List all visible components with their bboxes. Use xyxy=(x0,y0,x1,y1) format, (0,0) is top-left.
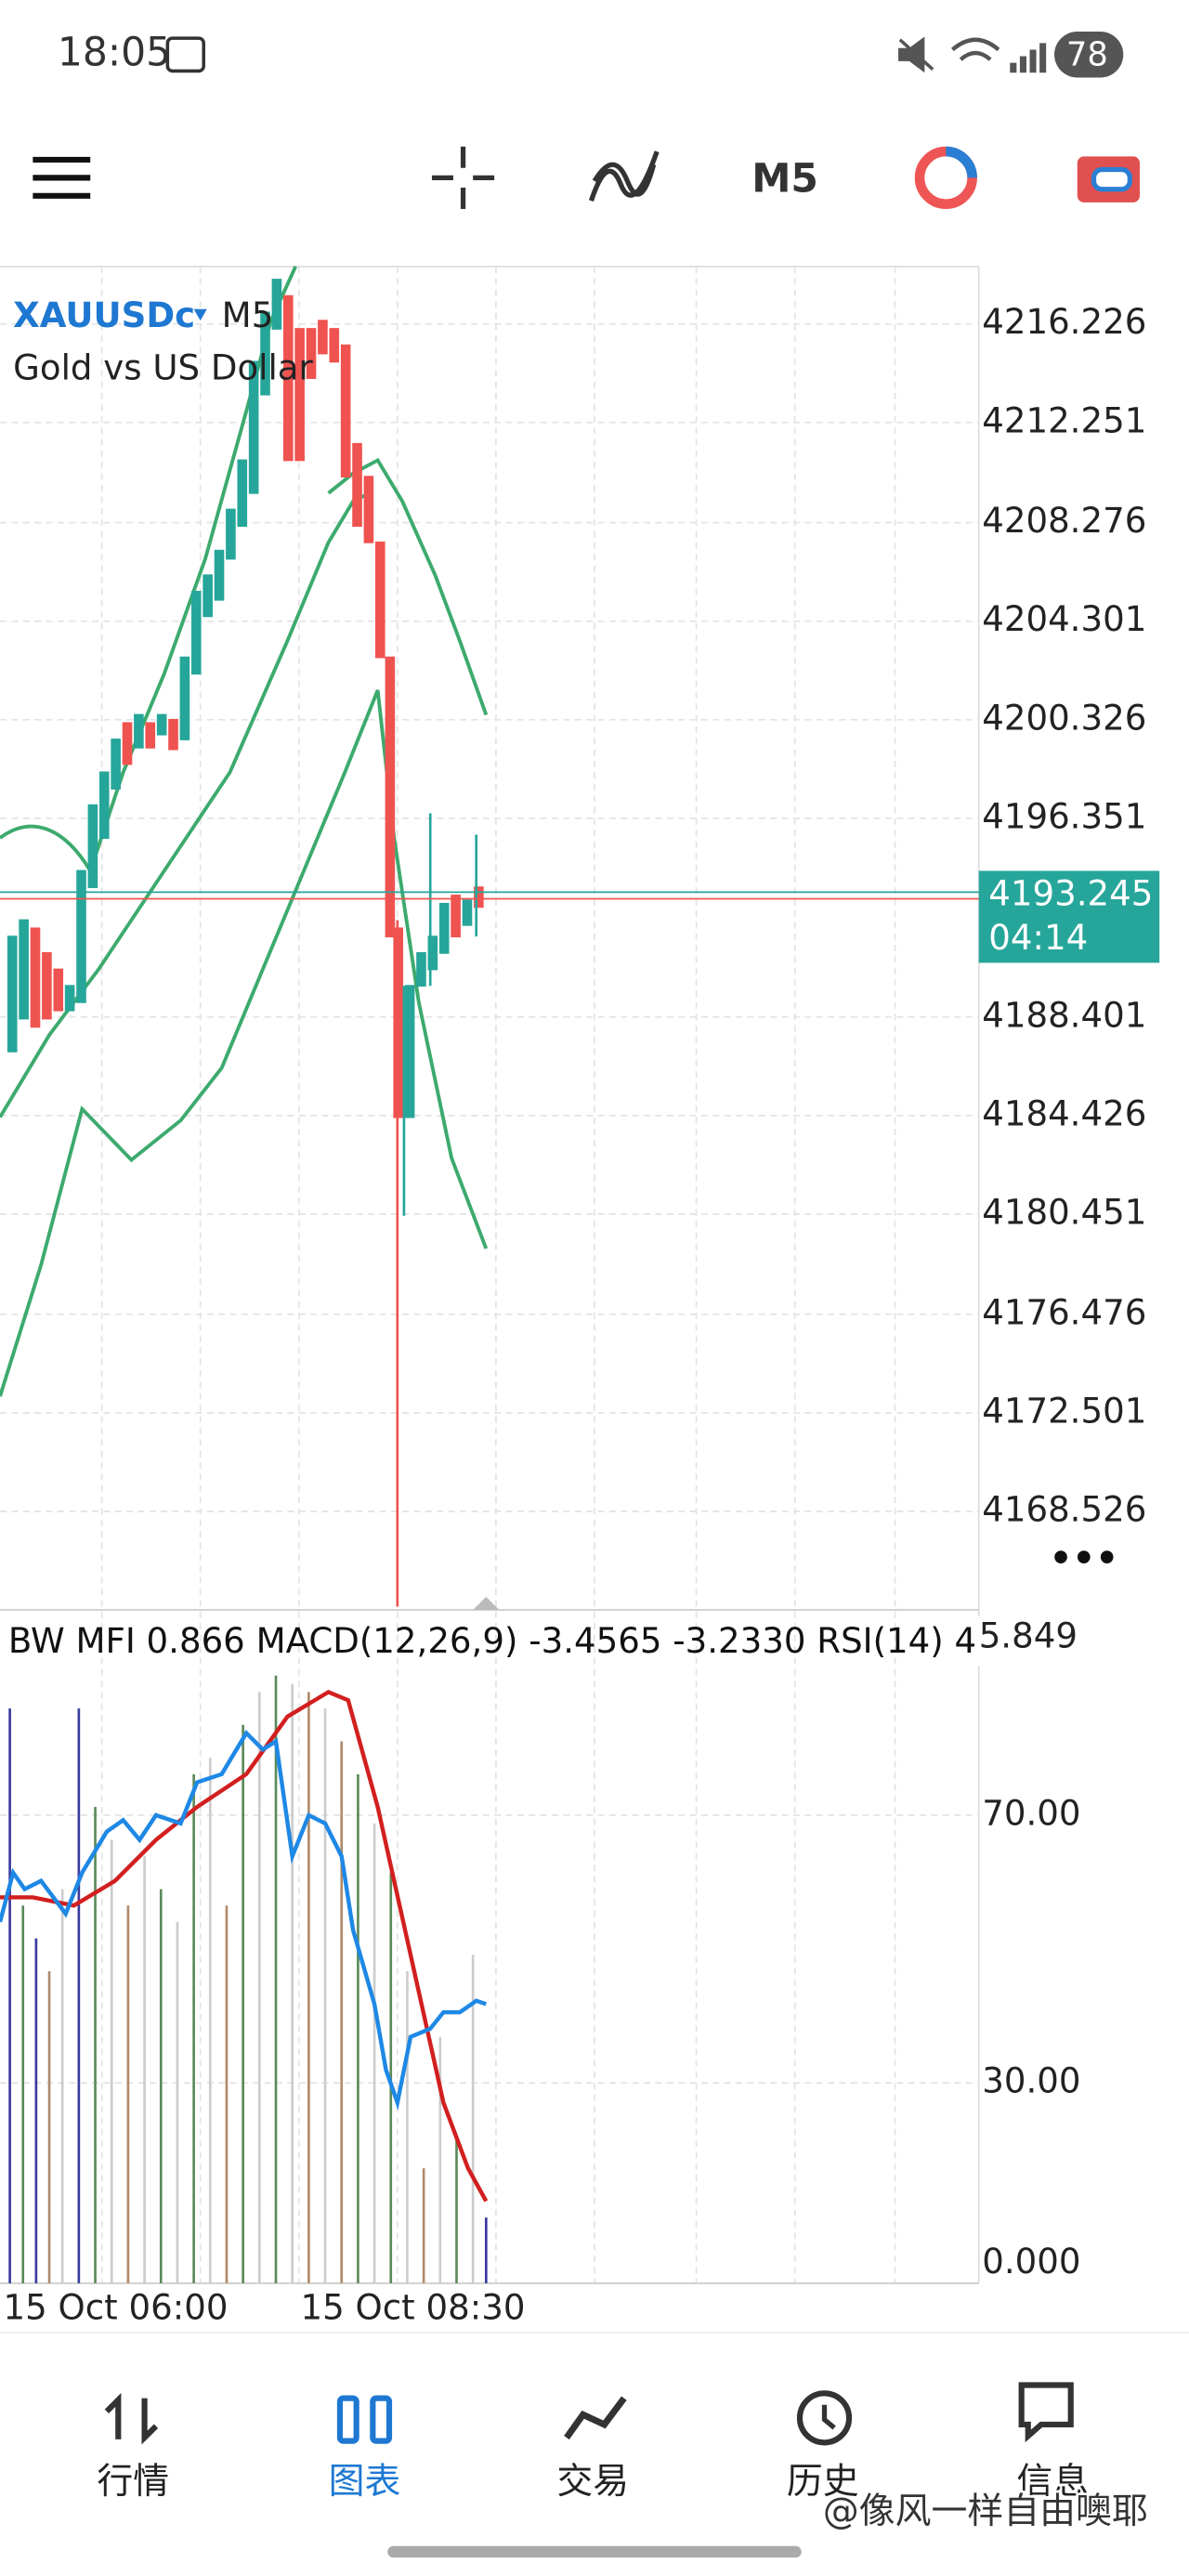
wifi-icon xyxy=(950,37,1000,61)
timeframe-button[interactable]: M5 xyxy=(751,156,818,202)
indicator-tick: 70.00 xyxy=(982,1794,1080,1834)
status-time: 18:05 xyxy=(58,30,171,75)
time-label: 15 Oct 06:00 xyxy=(4,2288,229,2328)
bollinger-middle xyxy=(0,491,371,1118)
nav-history[interactable]: 历史 xyxy=(787,2390,859,2503)
clock-icon-arc xyxy=(946,146,977,178)
mute-icon xyxy=(898,36,934,73)
bollinger-lower xyxy=(0,689,489,1397)
chart-timeframe: M5 xyxy=(222,295,274,335)
screenshot-icon xyxy=(165,36,205,73)
home-indicator xyxy=(387,2545,802,2558)
candles xyxy=(7,279,484,1607)
watermark: @像风一样自由噢耶 xyxy=(823,2491,1148,2532)
chart-grid xyxy=(0,265,980,2284)
current-price-box xyxy=(978,870,1160,963)
nav-chart[interactable]: 图表 xyxy=(329,2395,401,2503)
indicator-header: BW MFI 0.866 MACD(12,26,9) -3.4565 -3.23… xyxy=(8,1621,976,1661)
nav-icon-hands xyxy=(821,2404,836,2430)
time-label: 15 Oct 08:30 xyxy=(301,2288,526,2328)
rsi-line xyxy=(0,1730,488,2111)
nav-quotes[interactable]: 行情 xyxy=(97,2392,169,2503)
price-tick: 4208.276 xyxy=(982,501,1146,541)
nav-label[interactable]: 历史 xyxy=(787,2461,859,2503)
price-tick: 4168.526 xyxy=(982,1489,1146,1529)
signal-icon xyxy=(1010,43,1047,73)
nav-label[interactable]: 交易 xyxy=(556,2461,629,2503)
nav-icon xyxy=(796,2390,853,2446)
nav-icon xyxy=(104,2392,159,2445)
symbol-dropdown[interactable] xyxy=(193,308,207,321)
macd-signal-line xyxy=(0,1689,489,2203)
price-tick: 4188.401 xyxy=(982,995,1146,1035)
price-tick: 4200.326 xyxy=(982,698,1146,738)
crosshair-icon[interactable] xyxy=(431,146,495,209)
label-mask xyxy=(975,1616,989,1667)
bollinger-upper-right xyxy=(327,457,489,716)
nav-icon xyxy=(370,2395,393,2444)
nav-label[interactable]: 信息 xyxy=(1016,2461,1089,2503)
price-tick: 4180.451 xyxy=(982,1192,1146,1232)
indicator-tick: 30.00 xyxy=(982,2061,1080,2101)
nav-icon xyxy=(1018,2382,1074,2443)
more-button[interactable]: ••• xyxy=(1050,1537,1119,1579)
mfi-histogram xyxy=(8,1675,488,2283)
price-tick: 4196.351 xyxy=(982,796,1146,836)
symbol-description: Gold vs US Dollar xyxy=(13,348,313,388)
price-tick: 4184.426 xyxy=(982,1093,1146,1133)
price-tick: 4216.226 xyxy=(982,302,1146,342)
battery xyxy=(1054,32,1124,78)
symbol[interactable]: XAUUSDc xyxy=(13,295,195,335)
price-tick: 4212.251 xyxy=(982,400,1146,440)
bar-countdown: 04:14 xyxy=(988,918,1088,958)
nav-icon xyxy=(336,2395,359,2444)
nav-trade[interactable]: 交易 xyxy=(556,2396,629,2503)
price-tick: 4204.301 xyxy=(982,599,1146,639)
battery-level: 78 xyxy=(1066,36,1108,74)
nav-label[interactable]: 图表 xyxy=(329,2461,401,2503)
indicators-icon[interactable] xyxy=(588,150,660,202)
trade-icon-inner xyxy=(1091,166,1133,192)
current-price: 4193.245 xyxy=(988,873,1153,913)
nav-icon xyxy=(564,2396,627,2440)
indicator-tick: 0.000 xyxy=(982,2242,1080,2282)
menu-icon[interactable] xyxy=(33,156,91,199)
nav-messages[interactable]: 信息 xyxy=(1016,2382,1089,2503)
indicator-top-label: 5.849 xyxy=(979,1616,1078,1656)
price-tick: 4176.476 xyxy=(982,1292,1146,1332)
split-handle[interactable] xyxy=(473,1596,500,1611)
price-tick: 4172.501 xyxy=(982,1391,1146,1431)
nav-label[interactable]: 行情 xyxy=(97,2461,169,2503)
